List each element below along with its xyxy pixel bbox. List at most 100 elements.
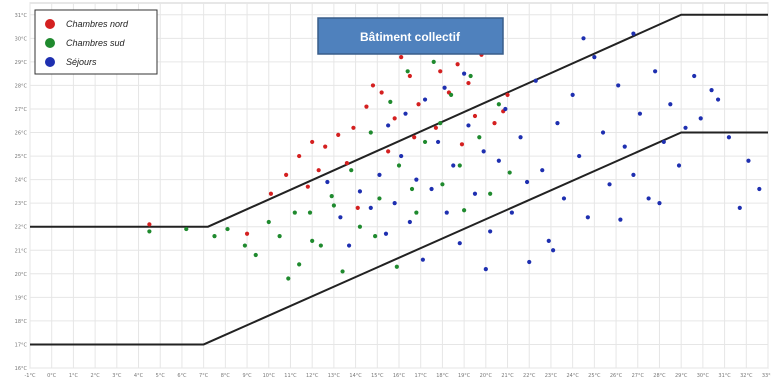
point-chambres-sud [457,163,462,168]
point-sejours [577,153,582,159]
point-chambres-sud [253,252,258,258]
point-sejours [618,217,623,222]
point-chambres-nord [416,102,421,107]
point-sejours [607,182,612,187]
point-chambres-sud [307,210,313,215]
x-tick-label: 3°C [112,373,122,379]
point-sejours [422,97,428,102]
point-chambres-nord [316,168,321,173]
point-sejours [646,196,651,201]
point-sejours [570,92,575,97]
point-sejours [357,189,363,194]
x-tick-label: 8°C [221,373,231,379]
point-chambres-nord [310,139,315,145]
x-tick-label: 26°C [610,373,623,379]
point-sejours [533,78,538,83]
chart-title-box: Bâtiment collectif [317,17,504,55]
point-sejours [325,179,330,185]
point-chambres-nord [505,92,510,97]
point-sejours [668,102,673,107]
y-tick-label: 28°C [15,83,28,89]
x-axis-ticks: -1°C 0°C 1°C 2°C 3°C 4°C 5°C 6°C 7°C 8°C 9°C 10°C 11… [25,373,771,379]
y-tick-label: 22°C [15,225,28,231]
point-sejours [383,231,389,236]
point-chambres-nord [244,231,250,236]
point-sejours [462,71,467,76]
point-chambres-sud [388,99,393,105]
point-chambres-sud [292,210,297,215]
x-tick-label: 22°C [523,373,536,379]
point-sejours [592,55,597,60]
y-tick-label: 25°C [15,154,28,160]
point-sejours [631,31,636,36]
point-sejours [488,229,493,234]
point-sejours [420,257,425,262]
point-sejours [546,238,551,243]
point-chambres-sud [396,163,402,168]
point-chambres-sud [405,69,410,74]
chart-title: Bâtiment collectif [360,30,461,44]
legend-marker-chambres-nord [45,19,55,29]
point-chambres-nord [284,172,289,178]
y-tick-label: 29°C [15,60,28,66]
point-sejours [757,186,762,192]
point-chambres-sud [414,210,419,215]
point-sejours [524,179,530,185]
point-chambres-sud [349,168,354,173]
y-tick-label: 17°C [15,342,28,348]
point-sejours [483,266,488,272]
legend-marker-sejours [45,57,55,67]
y-tick-label: 30°C [15,36,28,42]
point-sejours [368,205,373,210]
point-chambres-sud [357,224,363,229]
y-tick-label: 20°C [15,272,28,278]
point-chambres-sud [212,234,217,239]
x-tick-label: 21°C [501,373,514,379]
point-sejours [622,144,627,149]
legend-label-chambres-nord: Chambres nord [66,19,129,29]
point-chambres-sud [496,102,501,107]
point-sejours [481,149,486,154]
point-sejours [429,186,434,192]
point-chambres-sud [297,262,302,267]
point-chambres-sud [329,193,334,199]
point-sejours [746,158,751,163]
point-chambres-sud [440,182,445,187]
point-chambres-sud [448,92,454,97]
point-chambres-nord [370,83,376,88]
point-chambres-sud [373,234,378,239]
point-chambres-nord [305,184,310,189]
y-tick-label: 27°C [15,107,28,113]
point-sejours [503,106,508,112]
point-sejours [616,83,621,88]
point-chambres-nord [364,104,369,109]
point-sejours [399,153,404,159]
y-tick-label: 18°C [15,319,28,325]
point-chambres-nord [379,90,384,95]
point-sejours [472,191,478,196]
point-sejours [683,125,688,130]
y-tick-label: 26°C [15,131,28,137]
point-sejours [715,97,721,102]
point-chambres-sud [225,226,230,232]
x-tick-label: 15°C [371,373,384,379]
x-tick-label: -1°C [25,373,36,379]
point-sejours [407,219,412,225]
point-chambres-nord [438,69,443,74]
legend-label-chambres-sud: Chambres sud [66,38,126,48]
point-sejours [386,123,391,128]
point-chambres-sud [368,130,373,135]
point-sejours [631,172,636,178]
x-tick-label: 16°C [393,373,406,379]
point-sejours [403,111,408,116]
point-sejours [637,111,643,116]
x-tick-label: 19°C [458,373,471,379]
point-chambres-sud [377,196,382,201]
point-chambres-nord [455,62,460,67]
x-tick-label: 12°C [306,373,319,379]
y-tick-label: 21°C [15,248,28,254]
point-sejours [555,120,560,126]
point-chambres-nord [268,191,274,196]
point-chambres-nord [459,142,465,147]
